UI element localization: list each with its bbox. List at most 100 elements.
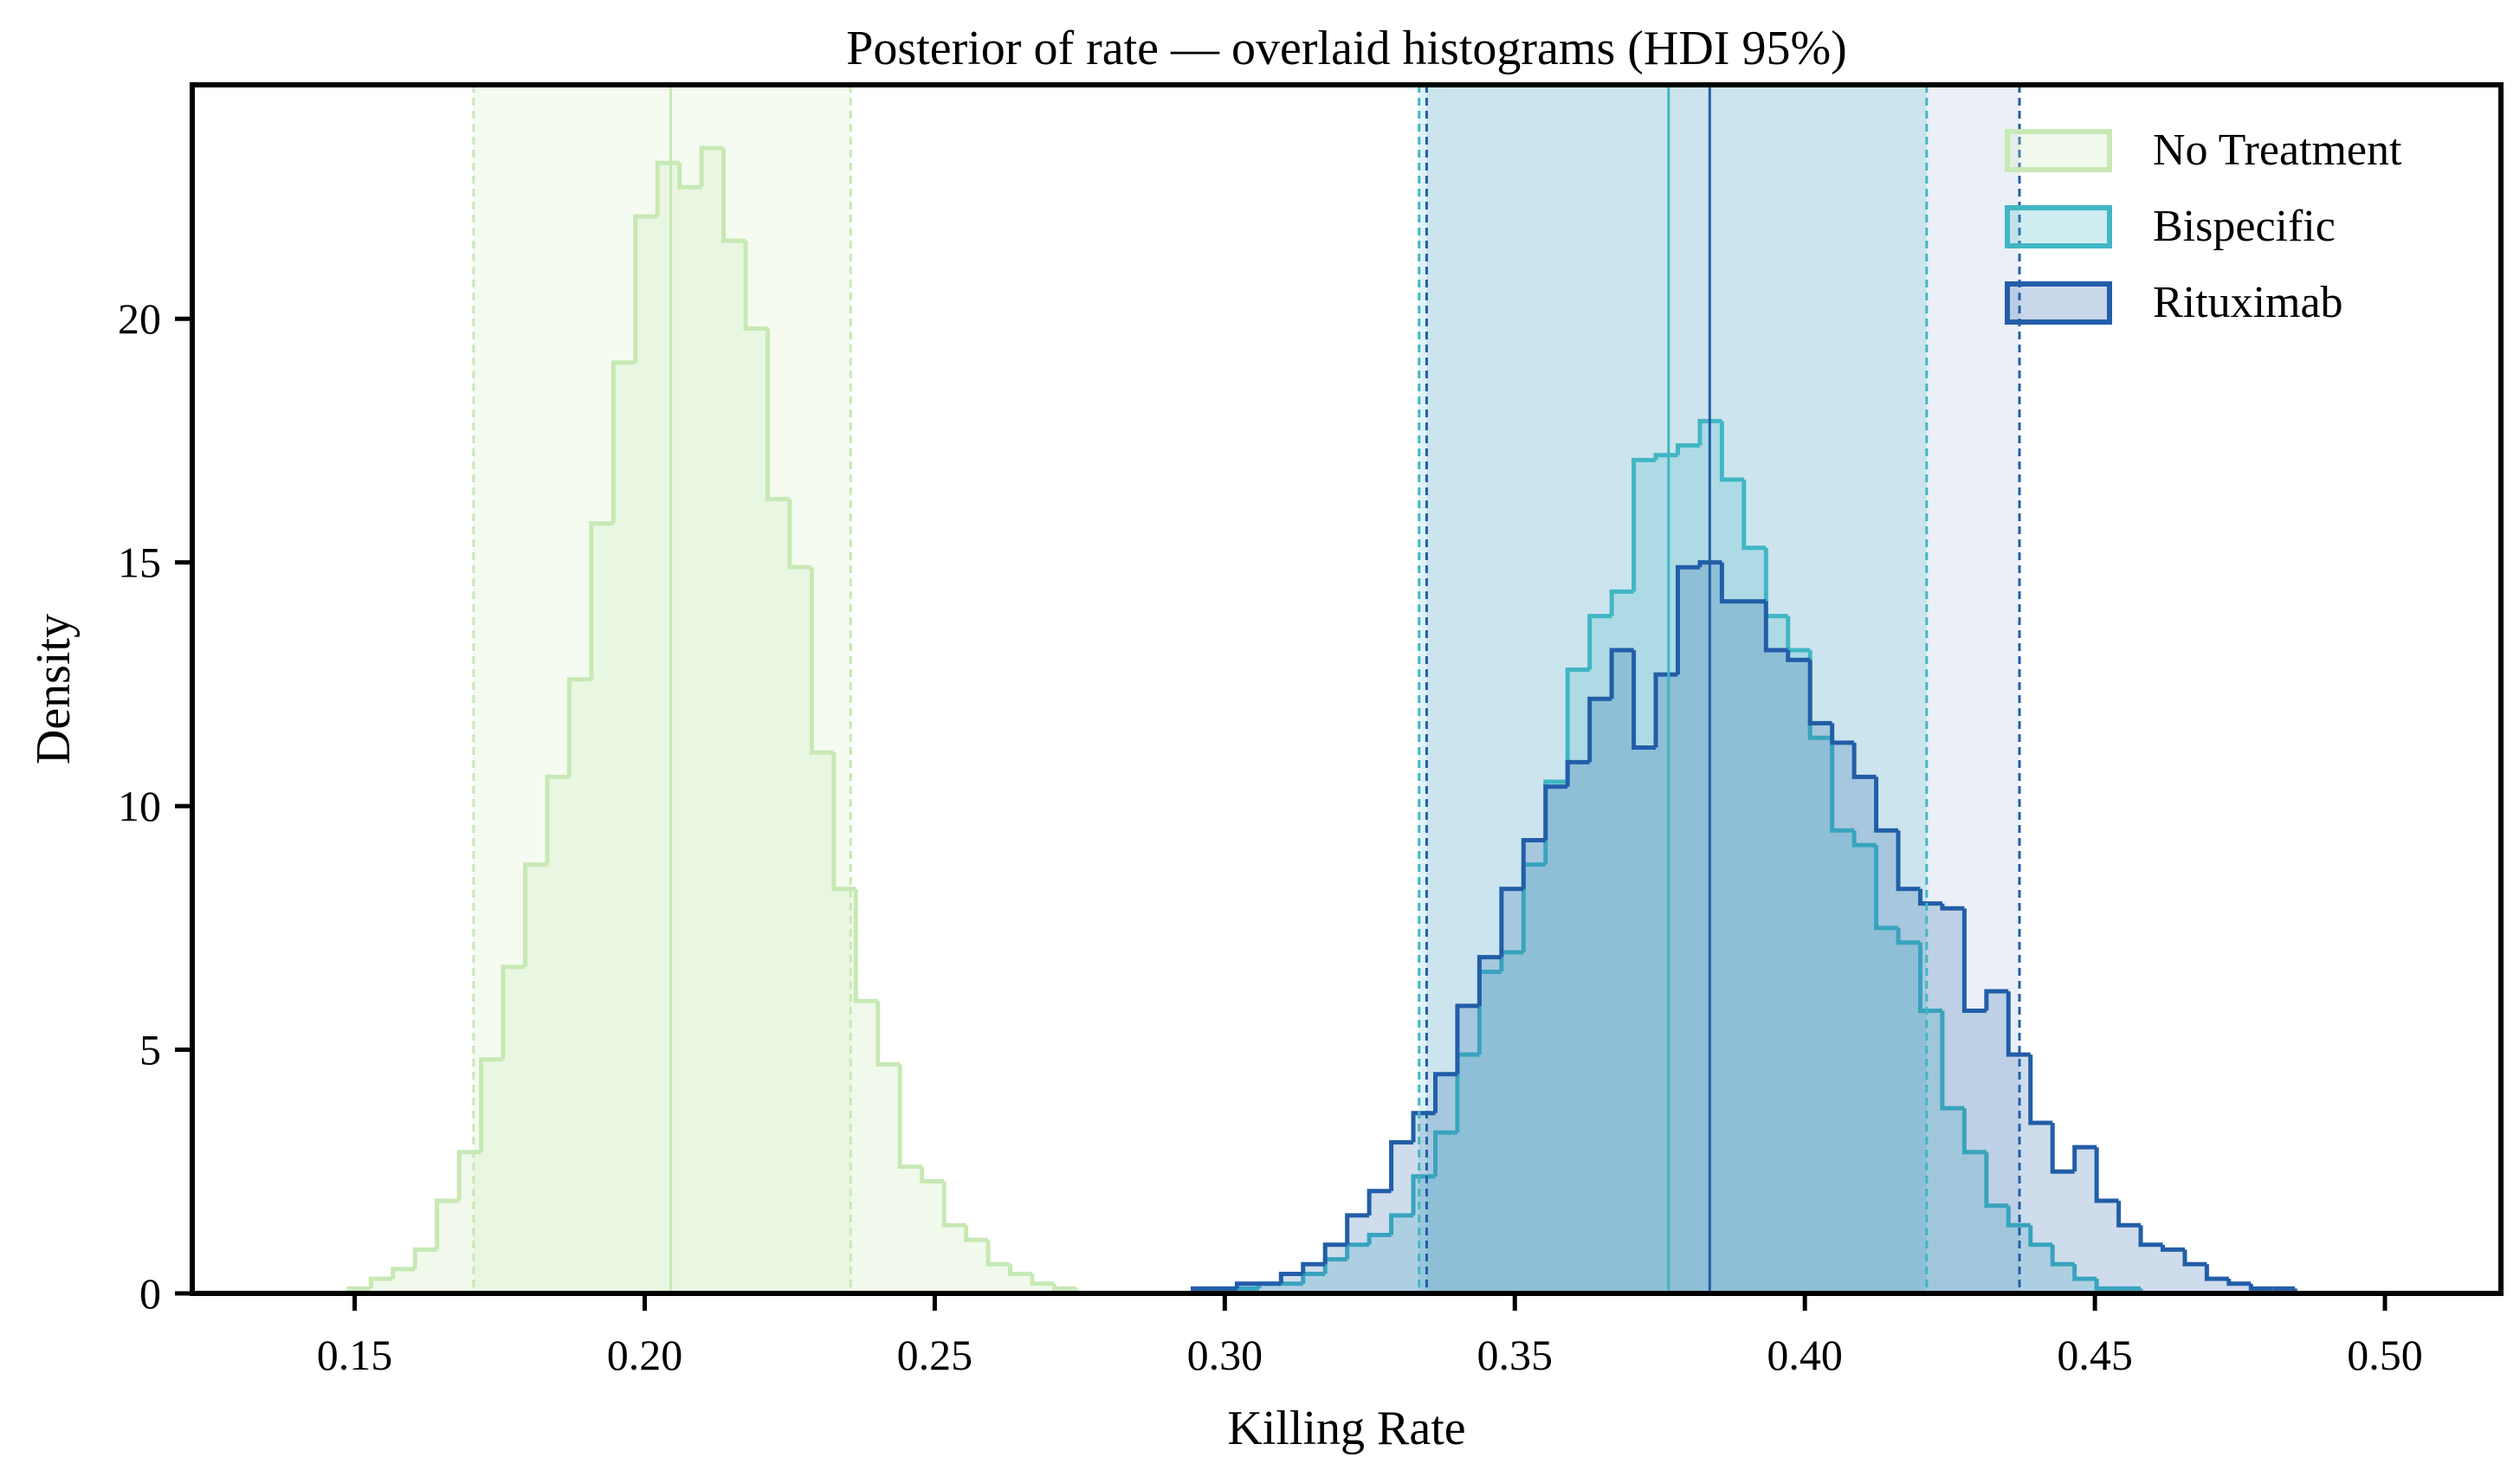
- bispecific-bin: [1345, 1242, 1370, 1260]
- rituximab-bin: [1763, 601, 1788, 653]
- legend-item-bispecific: Bispecific: [2005, 202, 2336, 251]
- rituximab-bin: [1984, 989, 2009, 1011]
- no-treatment-bin: [412, 1247, 437, 1269]
- rituximab-bin: [1565, 759, 1590, 787]
- bispecific-bin: [1587, 614, 1612, 670]
- no-treatment-hdi-band: [473, 85, 851, 1293]
- bispecific-bin: [1367, 1232, 1392, 1245]
- bispecific-bin: [1565, 667, 1590, 782]
- rituximab-bin: [1917, 888, 1942, 906]
- no-treatment-bin: [391, 1267, 416, 1280]
- x-tick-label: 0.15: [317, 1331, 393, 1379]
- rituximab-bin: [2182, 1249, 2207, 1267]
- rituximab-bin: [2248, 1283, 2273, 1291]
- legend-swatch-rituximab: [2005, 281, 2112, 325]
- bispecific-bin: [2028, 1225, 2053, 1248]
- x-tick-label: 0.25: [897, 1331, 973, 1379]
- hdi-bands: [473, 85, 2020, 1293]
- no-treatment-bin: [941, 1181, 966, 1228]
- no-treatment-bin: [435, 1198, 460, 1250]
- no-treatment-bin: [1007, 1264, 1032, 1276]
- y-tick-label: 0: [139, 1269, 161, 1318]
- rituximab-bin: [1411, 1111, 1436, 1143]
- bispecific-histogram: [1192, 418, 2163, 1296]
- legend: No Treatment Bispecific Rituximab: [2005, 126, 2402, 327]
- x-axis-label: Killing Rate: [1227, 1402, 1465, 1455]
- no-treatment-bin: [479, 1057, 504, 1152]
- bispecific-bin: [1675, 443, 1700, 455]
- rituximab-bin: [1476, 955, 1502, 1006]
- chart-title: Posterior of rate — overlaid histograms …: [846, 22, 1847, 75]
- rituximab-bin: [1587, 696, 1612, 763]
- rituximab-hdi-band: [1426, 85, 2020, 1293]
- bispecific-bin: [1874, 845, 1899, 931]
- rituximab-histogram: [1190, 560, 2340, 1296]
- rituximab-bin: [1874, 777, 1899, 833]
- no-treatment-bin: [589, 521, 614, 680]
- no-treatment-bin: [721, 148, 746, 243]
- rituximab-bin: [2204, 1264, 2229, 1281]
- rituximab-bin: [2094, 1147, 2119, 1203]
- bispecific-bin: [1830, 738, 1855, 833]
- rituximab-bin: [1632, 649, 1657, 751]
- no-treatment-bin: [964, 1225, 989, 1242]
- rituximab-bin: [2050, 1122, 2075, 1174]
- rituximab-bin: [2138, 1225, 2163, 1248]
- rituximab-fill: [1192, 562, 2340, 1293]
- bispecific-fill: [1192, 421, 2163, 1294]
- rituximab-bin: [2072, 1144, 2097, 1172]
- bispecific-bin: [1917, 942, 1942, 1014]
- y-axis-ticks: 0 5 10 15 20: [118, 294, 192, 1318]
- no-treatment-bin: [920, 1166, 945, 1184]
- rituximab-bin: [1322, 1242, 1347, 1265]
- bispecific-bin: [1741, 479, 1767, 551]
- no-treatment-bin: [897, 1064, 922, 1170]
- histograms: [346, 145, 2340, 1296]
- legend-item-rituximab: Rituximab: [2005, 278, 2343, 327]
- x-axis-ticks: 0.15 0.20 0.25 0.30 0.35 0.40 0.45 0.50: [317, 1293, 2423, 1379]
- no-treatment-histogram: [346, 145, 1079, 1294]
- rituximab-bin: [2028, 1054, 2053, 1125]
- hdi-and-mean-lines: [472, 85, 2021, 1293]
- no-treatment-bin: [677, 163, 702, 190]
- y-tick-label: 20: [118, 294, 161, 343]
- no-treatment-fill: [348, 148, 1076, 1294]
- legend-item-no-treatment: No Treatment: [2005, 126, 2402, 175]
- no-treatment-bin: [787, 499, 812, 570]
- bispecific-hdi-band: [1418, 85, 1927, 1293]
- no-treatment-bin: [765, 328, 790, 501]
- bispecific-bin: [2072, 1264, 2097, 1281]
- no-treatment-bin: [633, 214, 658, 363]
- x-tick-label: 0.40: [1767, 1331, 1843, 1379]
- rituximab-bin: [1961, 908, 1987, 1014]
- no-treatment-bin: [611, 360, 636, 524]
- rituximab-bin: [1499, 887, 1524, 958]
- no-treatment-bin: [1051, 1283, 1076, 1291]
- no-treatment-bin: [985, 1240, 1011, 1267]
- legend-label-no-treatment: No Treatment: [2153, 126, 2402, 175]
- no-treatment-bin: [522, 862, 547, 967]
- rituximab-bin: [1675, 564, 1700, 675]
- rituximab-bin: [1940, 903, 1965, 911]
- bispecific-bin: [1697, 418, 1722, 446]
- rituximab-bin: [1234, 1281, 1259, 1289]
- rituximab-bin: [2006, 991, 2031, 1057]
- no-treatment-bin: [655, 160, 680, 216]
- bispecific-bin: [1851, 830, 1877, 848]
- x-tick-label: 0.20: [607, 1331, 683, 1379]
- rituximab-bin: [1807, 660, 1832, 725]
- no-treatment-bin: [809, 567, 834, 755]
- bispecific-bin: [1719, 421, 1744, 482]
- legend-swatch-no-treatment: [2005, 129, 2112, 172]
- bispecific-bin: [1961, 1108, 1987, 1155]
- rituximab-bin: [1786, 649, 1811, 662]
- no-treatment-bin: [566, 677, 591, 777]
- rituximab-bin: [1719, 562, 1744, 604]
- bispecific-bin: [1984, 1151, 2009, 1209]
- y-tick-label: 5: [139, 1026, 161, 1074]
- y-tick-label: 15: [118, 538, 161, 587]
- rituximab-bin: [1345, 1213, 1370, 1245]
- rituximab-bin: [1697, 560, 1722, 568]
